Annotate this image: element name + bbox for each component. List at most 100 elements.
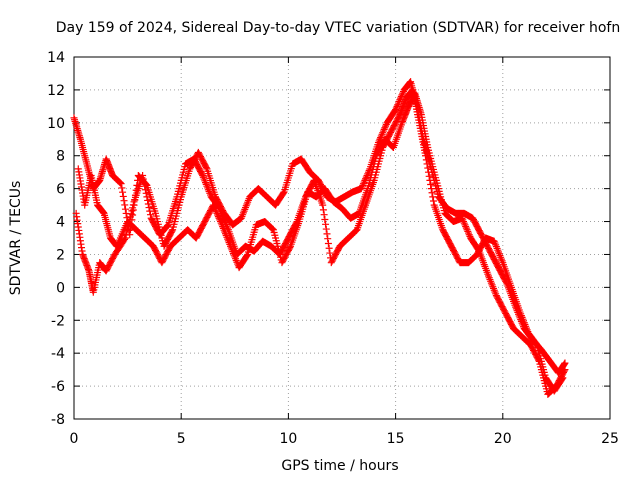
data-point-marker [168, 227, 176, 235]
data-point-marker [144, 196, 152, 204]
data-point-marker [118, 184, 126, 192]
y-tick-label: 4 [56, 215, 65, 231]
data-point-marker [392, 106, 400, 114]
data-point-marker [323, 230, 331, 238]
data-point-marker [121, 205, 129, 213]
data-point-marker [475, 246, 483, 254]
data-point-marker [382, 122, 390, 130]
data-point-marker [532, 340, 540, 348]
data-point-marker [128, 207, 136, 215]
data-point-marker [458, 214, 466, 222]
data-point-marker [142, 189, 150, 197]
y-tick-label: 8 [56, 149, 65, 165]
data-point-marker [429, 197, 437, 205]
y-tick-label: 2 [56, 247, 65, 263]
data-point-marker [464, 229, 472, 237]
data-point-marker [217, 218, 225, 226]
data-point-marker [164, 222, 172, 230]
chart-title: Day 159 of 2024, Sidereal Day-to-day VTE… [56, 20, 620, 36]
data-point-marker [119, 192, 127, 200]
x-tick-label: 5 [177, 431, 186, 447]
data-point-marker [320, 211, 328, 219]
data-point-marker [140, 179, 148, 187]
data-point-marker [146, 207, 154, 215]
y-tick-label: -2 [51, 313, 65, 329]
y-tick-label: 0 [56, 280, 65, 296]
data-point-marker [426, 176, 434, 184]
data-point-marker [121, 235, 129, 243]
data-point-marker [425, 172, 433, 180]
data-point-marker [459, 216, 467, 224]
data-point-marker [319, 201, 327, 209]
data-point-marker [362, 175, 370, 183]
data-point-marker [396, 96, 404, 104]
y-tick-label: 6 [56, 182, 65, 198]
data-point-marker [378, 130, 386, 138]
data-point-marker [213, 209, 221, 217]
data-point-marker [129, 201, 137, 209]
data-point-marker [117, 180, 125, 188]
data-point-marker [198, 170, 206, 178]
data-point-marker [216, 216, 224, 224]
data-point-marker [163, 222, 171, 230]
data-point-marker [120, 197, 128, 205]
y-tick-label: -6 [51, 379, 65, 395]
data-point-marker [122, 231, 130, 239]
data-point-marker [460, 219, 468, 227]
data-point-marker [394, 101, 402, 109]
axis-ticks: 0 5 10 15 20 25 -8 -6 -4 -2 0 2 4 6 8 10 12 14 [47, 50, 619, 447]
data-point-marker [325, 244, 333, 252]
data-point-marker [217, 219, 225, 227]
data-point-marker [141, 186, 149, 194]
data-point-marker [428, 189, 436, 197]
data-point-marker [214, 213, 222, 221]
data-point-marker [463, 226, 471, 234]
y-tick-label: 10 [47, 116, 65, 132]
x-tick-label: 10 [279, 431, 297, 447]
data-point-marker [215, 214, 223, 222]
data-point-marker [279, 189, 287, 197]
data-series [70, 78, 569, 398]
data-point-marker [561, 366, 569, 374]
y-axis-label: SDTVAR / TECUs [8, 181, 24, 296]
data-point-marker [214, 211, 222, 219]
data-point-marker [146, 211, 154, 219]
data-point-marker [243, 252, 251, 260]
data-point-marker [141, 182, 149, 190]
data-point-marker [560, 367, 568, 375]
data-point-marker [393, 102, 401, 110]
data-point-marker [326, 249, 334, 257]
data-point-marker [129, 204, 137, 212]
data-point-marker [422, 156, 430, 164]
series-track-c [74, 89, 569, 398]
data-point-marker [379, 129, 387, 137]
y-tick-label: 14 [47, 50, 65, 66]
data-point-marker [119, 188, 127, 196]
plot-frame [73, 56, 611, 420]
data-point-marker [377, 132, 385, 140]
data-point-marker [465, 231, 473, 239]
data-point-marker [399, 89, 407, 97]
data-point-marker [459, 218, 467, 226]
data-point-marker [380, 125, 388, 133]
x-tick-label: 20 [494, 431, 512, 447]
data-point-marker [210, 203, 218, 211]
y-tick-label: -4 [51, 346, 65, 362]
data-point-marker [424, 164, 432, 172]
data-point-marker [127, 210, 135, 218]
grid-lines [74, 57, 610, 419]
data-point-marker [427, 181, 435, 189]
data-point-marker [395, 97, 403, 105]
data-point-marker [116, 179, 124, 187]
y-tick-label: 12 [47, 83, 65, 99]
data-point-marker [322, 225, 330, 233]
data-point-marker [324, 235, 332, 243]
data-point-marker [116, 178, 124, 186]
data-point-marker [286, 244, 294, 252]
x-axis-label: GPS time / hours [281, 458, 398, 474]
data-point-marker [358, 183, 366, 191]
data-point-marker [126, 213, 134, 221]
data-point-marker [357, 185, 365, 193]
x-tick-label: 0 [70, 431, 79, 447]
